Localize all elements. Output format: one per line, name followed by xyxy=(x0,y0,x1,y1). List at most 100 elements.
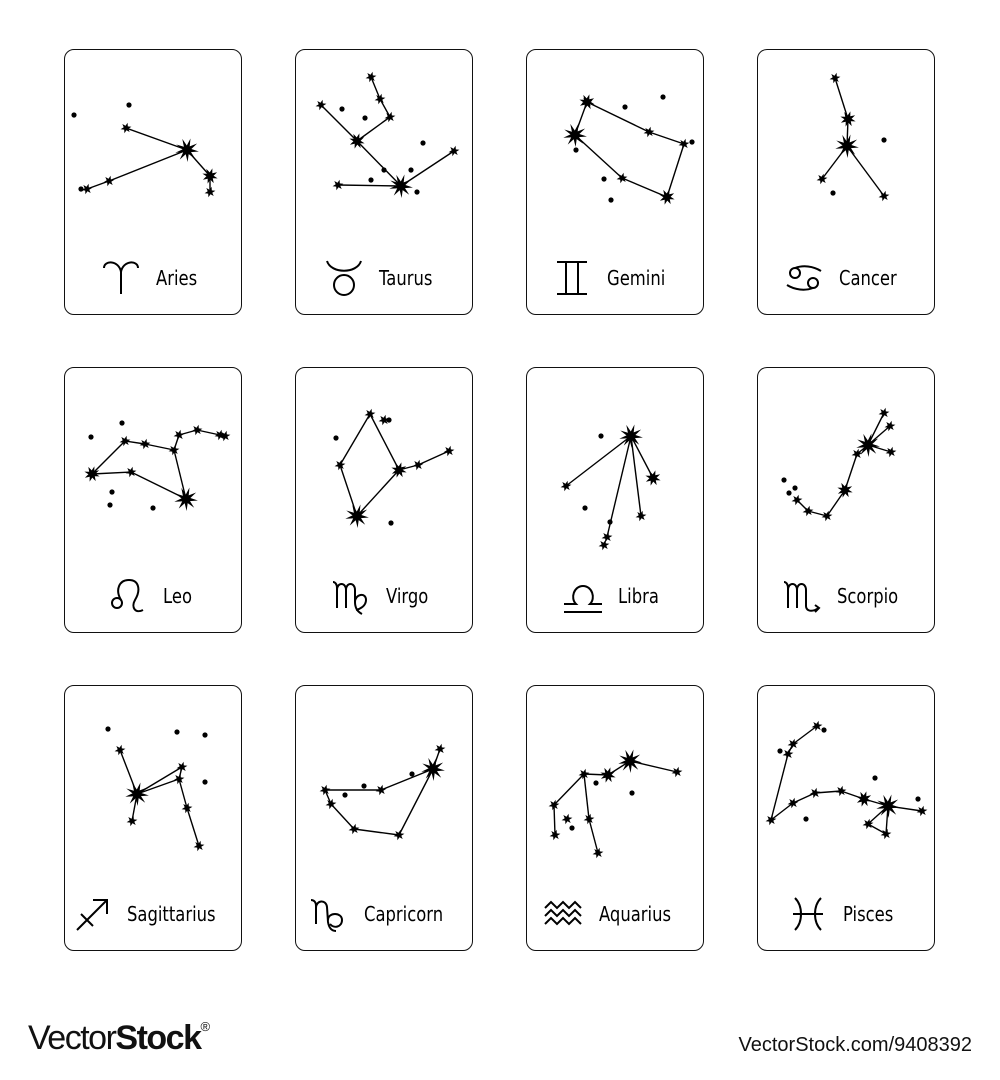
zodiac-name-label: Virgo xyxy=(386,584,429,608)
constellation-star xyxy=(315,99,327,111)
constellation-line xyxy=(379,98,391,118)
constellation-star xyxy=(173,429,185,441)
constellation-star xyxy=(601,531,613,543)
background-star xyxy=(339,106,345,112)
zodiac-name-label: Aries xyxy=(155,266,198,290)
constellation-star xyxy=(884,420,896,432)
capricorn-constellation xyxy=(319,743,446,841)
background-star xyxy=(821,727,827,733)
constellation-star xyxy=(139,438,151,450)
constellation-line xyxy=(565,435,632,487)
constellation-line xyxy=(330,803,355,830)
zodiac-card-pisces: Pisces xyxy=(757,685,935,951)
constellation-star xyxy=(876,794,900,818)
background-star xyxy=(601,176,607,182)
constellation-star xyxy=(835,134,859,158)
constellation-line xyxy=(144,443,175,451)
constellation-star xyxy=(787,797,799,809)
background-star xyxy=(622,104,628,110)
zodiac-name-label: Libra xyxy=(618,584,659,608)
constellation-star xyxy=(856,791,872,807)
constellation-line xyxy=(574,134,623,179)
constellation-star xyxy=(181,802,193,814)
constellation-line xyxy=(834,77,849,120)
constellation-star xyxy=(125,782,149,806)
constellation-star xyxy=(561,813,573,825)
constellation-star xyxy=(334,459,346,471)
constellation-star xyxy=(635,510,647,522)
constellation-line xyxy=(846,145,885,197)
constellation-line xyxy=(186,807,200,847)
constellation-star xyxy=(809,787,821,799)
logo-bold-text: Stock xyxy=(115,1019,202,1057)
background-star xyxy=(105,726,111,732)
zodiac-name-label: Cancer xyxy=(838,266,897,290)
constellation-star xyxy=(583,813,595,825)
vectorstock-logo: VectorStock® xyxy=(28,1019,210,1058)
constellation-line xyxy=(178,778,188,809)
background-star xyxy=(368,177,374,183)
constellation-star xyxy=(319,784,331,796)
background-star xyxy=(660,94,666,100)
aries-symbol-icon xyxy=(102,261,139,294)
zodiac-card-leo: Leo xyxy=(64,367,242,633)
background-star xyxy=(582,505,588,511)
constellation-star xyxy=(175,138,199,162)
constellation-line xyxy=(417,450,450,466)
sagittarius-symbol-icon xyxy=(76,899,108,931)
zodiac-name-label: Pisces xyxy=(843,902,894,926)
gemini-constellation xyxy=(563,94,695,205)
constellation-star xyxy=(325,798,337,810)
background-star xyxy=(593,780,599,786)
constellation-line xyxy=(136,778,180,795)
constellation-line xyxy=(339,464,358,517)
zodiac-name-label: Aquarius xyxy=(599,902,672,926)
background-star xyxy=(202,732,208,738)
background-star xyxy=(607,519,613,525)
constellation-star xyxy=(125,466,137,478)
zodiac-card-libra: Libra xyxy=(526,367,704,633)
background-star xyxy=(777,748,783,754)
aquarius-symbol-icon xyxy=(544,900,582,926)
constellation-line xyxy=(196,429,221,436)
background-star xyxy=(381,167,387,173)
constellation-star xyxy=(821,510,833,522)
background-star xyxy=(409,771,415,777)
constellation-line xyxy=(666,143,685,198)
background-star xyxy=(569,825,575,831)
constellation-star xyxy=(434,743,446,755)
constellation-star xyxy=(173,773,185,785)
background-star xyxy=(119,420,125,426)
background-star xyxy=(608,197,614,203)
zodiac-name-label: Gemini xyxy=(607,266,666,290)
aquarius-constellation xyxy=(548,749,683,859)
constellation-star xyxy=(448,145,460,157)
constellation-line xyxy=(553,773,585,806)
zodiac-name-label: Sagittarius xyxy=(126,902,216,926)
constellation-star xyxy=(120,122,132,134)
constellation-line xyxy=(553,804,556,836)
constellation-star xyxy=(174,487,198,511)
constellation-star xyxy=(548,799,560,811)
constellation-line xyxy=(588,818,599,854)
constellation-star xyxy=(835,785,847,797)
taurus-constellation xyxy=(315,71,460,198)
constellation-line xyxy=(648,131,685,145)
zodiac-card-scorpio: Scorpio xyxy=(757,367,935,633)
constellation-star xyxy=(618,749,642,773)
constellation-line xyxy=(867,823,887,835)
constellation-star xyxy=(616,172,628,184)
background-star xyxy=(573,147,579,153)
background-star xyxy=(107,502,113,508)
constellation-star xyxy=(193,840,205,852)
background-star xyxy=(126,102,132,108)
constellation-star xyxy=(375,784,387,796)
constellation-star xyxy=(619,424,643,448)
constellation-star xyxy=(114,744,126,756)
constellation-star xyxy=(191,424,203,436)
background-star xyxy=(786,490,792,496)
constellation-star xyxy=(791,494,803,506)
constellation-line xyxy=(124,440,146,445)
zodiac-card-capricorn: Capricorn xyxy=(295,685,473,951)
constellation-line xyxy=(356,116,391,142)
